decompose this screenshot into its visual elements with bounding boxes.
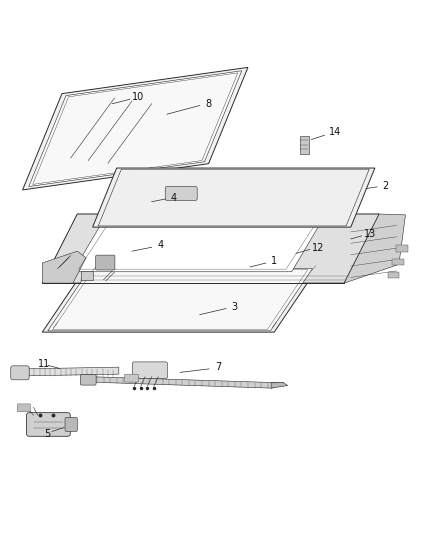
- Text: 2: 2: [382, 181, 388, 190]
- Polygon shape: [22, 67, 247, 190]
- Polygon shape: [343, 214, 405, 283]
- Text: 8: 8: [205, 99, 211, 109]
- FancyBboxPatch shape: [95, 255, 115, 270]
- Text: 7: 7: [215, 362, 221, 372]
- Polygon shape: [92, 168, 374, 227]
- FancyBboxPatch shape: [81, 271, 93, 280]
- Polygon shape: [73, 224, 319, 272]
- FancyBboxPatch shape: [80, 375, 96, 385]
- Text: 12: 12: [311, 243, 323, 253]
- Text: 11: 11: [37, 359, 49, 369]
- Text: 3: 3: [231, 302, 237, 312]
- Text: 4: 4: [157, 240, 163, 251]
- FancyBboxPatch shape: [165, 187, 197, 200]
- Polygon shape: [22, 367, 119, 376]
- Polygon shape: [88, 377, 284, 388]
- FancyBboxPatch shape: [132, 362, 167, 378]
- FancyBboxPatch shape: [396, 246, 407, 252]
- Text: 14: 14: [328, 127, 341, 137]
- Polygon shape: [42, 268, 317, 332]
- FancyBboxPatch shape: [65, 417, 77, 432]
- Polygon shape: [271, 383, 287, 388]
- Text: 5: 5: [44, 429, 50, 439]
- Text: 1: 1: [271, 256, 277, 266]
- Polygon shape: [48, 269, 312, 331]
- FancyBboxPatch shape: [387, 272, 399, 278]
- FancyBboxPatch shape: [391, 259, 403, 265]
- Text: 13: 13: [364, 229, 376, 239]
- Polygon shape: [42, 251, 86, 283]
- Text: 4: 4: [170, 193, 176, 203]
- FancyBboxPatch shape: [11, 366, 29, 380]
- Text: 10: 10: [132, 92, 145, 102]
- FancyBboxPatch shape: [26, 413, 70, 437]
- Polygon shape: [42, 214, 378, 283]
- FancyBboxPatch shape: [299, 136, 308, 155]
- FancyBboxPatch shape: [17, 404, 30, 412]
- FancyBboxPatch shape: [124, 374, 138, 382]
- Polygon shape: [29, 71, 241, 187]
